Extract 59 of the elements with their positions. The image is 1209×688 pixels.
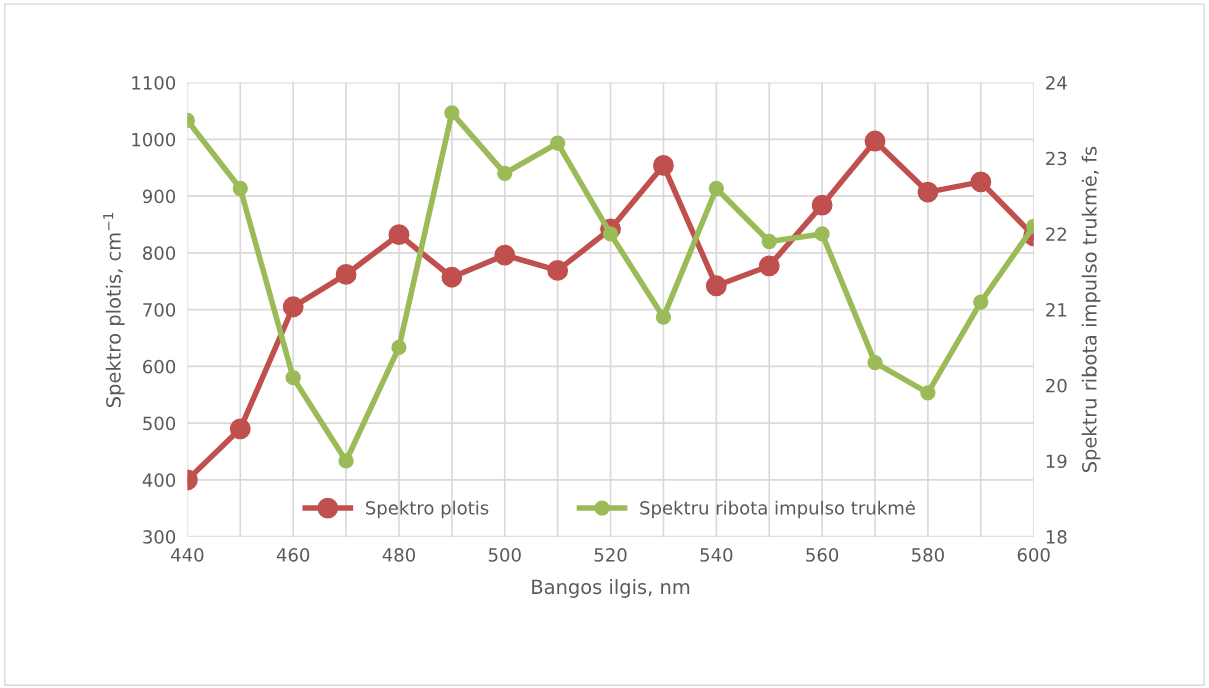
point <box>444 105 460 121</box>
point <box>708 180 724 197</box>
point <box>970 171 992 193</box>
x-tick-label: 540 <box>700 548 733 562</box>
point <box>653 155 674 176</box>
point <box>761 233 777 250</box>
point <box>705 275 727 297</box>
y-tick-label: 900 <box>142 189 176 204</box>
point <box>867 354 883 371</box>
point <box>655 309 672 325</box>
point <box>811 194 833 216</box>
point <box>550 135 566 151</box>
point <box>494 244 516 266</box>
x-tick-label: 500 <box>488 548 521 562</box>
point <box>441 266 463 288</box>
point <box>917 181 939 203</box>
legend-label: Spektru ribota impulso trukmė <box>640 500 915 519</box>
point <box>547 260 569 281</box>
y-tick-label: 300 <box>143 530 176 544</box>
x-tick-label: 480 <box>382 548 415 562</box>
point <box>814 226 830 242</box>
point <box>758 255 780 277</box>
x-tick-label: 600 <box>1017 548 1050 562</box>
y-axis-title: Spektro plotis, cm$^{−1}$ <box>103 212 125 407</box>
point <box>388 224 410 246</box>
x-axis-title: Bangos ilgis, nm <box>532 579 690 598</box>
point <box>497 165 513 182</box>
legend-label: Spektro plotis <box>365 500 489 519</box>
y-tick-label: 700 <box>143 303 176 317</box>
x-tick-label: 580 <box>912 548 944 562</box>
y2-tick-label: 21 <box>1046 303 1067 317</box>
point <box>391 339 407 356</box>
point <box>973 294 989 310</box>
y-tick-label: 1000 <box>132 132 176 147</box>
y-tick-label: 500 <box>143 416 176 431</box>
point <box>282 296 304 318</box>
y2-tick-label: 19 <box>1046 454 1067 469</box>
y-tick-label: 400 <box>142 473 176 487</box>
point <box>335 263 357 285</box>
point <box>864 130 886 152</box>
point <box>338 453 354 469</box>
point <box>602 226 619 242</box>
y-tick-label: 1100 <box>132 76 176 90</box>
point <box>920 385 936 401</box>
y-tick-label: 600 <box>143 359 176 374</box>
x-tick-label: 440 <box>171 548 204 562</box>
y2-tick-label: 23 <box>1046 151 1067 166</box>
y2-axis-title: Spektru ribota impulso trukmė, fs <box>1081 146 1101 473</box>
point <box>229 418 251 440</box>
x-tick-label: 520 <box>594 548 627 562</box>
y2-tick-label: 18 <box>1046 530 1067 544</box>
y2-tick-label: 24 <box>1046 76 1067 90</box>
x-tick-label: 460 <box>276 548 310 562</box>
point <box>232 180 248 197</box>
y2-tick-label: 20 <box>1046 378 1067 393</box>
y2-tick-label: 22 <box>1046 227 1066 241</box>
point <box>285 370 301 386</box>
y-tick-label: 800 <box>143 246 176 260</box>
x-tick-label: 560 <box>806 548 839 562</box>
